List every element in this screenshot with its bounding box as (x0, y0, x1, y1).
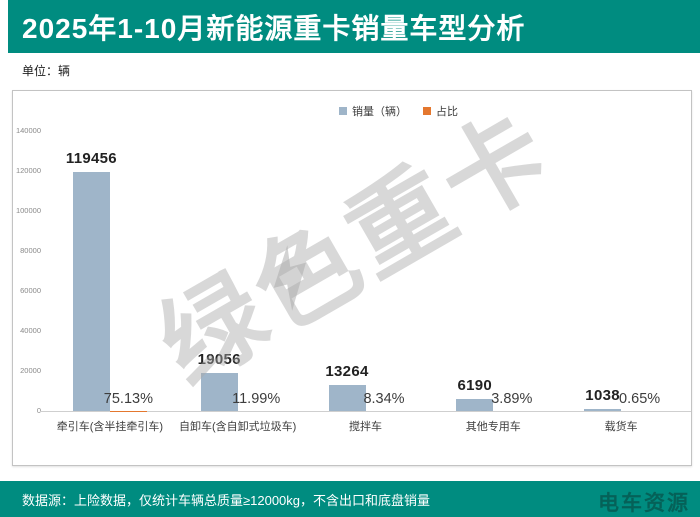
bar-value-label: 6190 (457, 376, 493, 394)
x-axis-line (40, 411, 691, 412)
legend-item: 占比 (423, 103, 458, 119)
category-label: 牵引车(含半挂牵引车) (56, 421, 164, 433)
y-axis-tick-label: 40000 (20, 326, 41, 335)
bar-value-label: 13264 (325, 362, 369, 380)
legend-swatch (423, 107, 431, 115)
unit-label: 单位：辆 (22, 64, 71, 78)
bar-percent-label: 8.34% (363, 391, 405, 407)
sales-bar (328, 384, 366, 411)
y-axis-tick-label: 0 (36, 406, 41, 415)
sales-bar (456, 398, 494, 411)
bar-value-label: 1038 (585, 386, 620, 404)
y-axis-tick-label: 20000 (20, 366, 41, 375)
sales-bar (584, 408, 622, 411)
bar-value-label: 119456 (65, 150, 117, 168)
category-label: 自卸车(含自卸式垃圾车) (179, 421, 297, 433)
sales-bar (72, 172, 110, 411)
y-axis-tick-label: 100000 (15, 206, 41, 215)
legend-item: 销量（辆） (339, 103, 407, 119)
page-title: 2025年1-10月新能源重卡销量车型分析 (22, 12, 526, 44)
bar-percent-label: 3.89% (491, 391, 533, 407)
legend-label: 销量（辆） (352, 106, 407, 118)
bar-percent-label: 0.65% (619, 391, 661, 407)
bar-value-label: 19056 (197, 350, 241, 368)
category-label: 载货车 (604, 421, 638, 433)
footer-bar: 数据源：上险数据，仅统计车辆总质量≥12000kg，不含出口和底盘销量 电车资源 (0, 481, 700, 517)
legend-swatch (339, 107, 347, 115)
header-bar: 2025年1-10月新能源重卡销量车型分析 (8, 0, 700, 53)
category-label: 其他专用车 (465, 421, 521, 433)
source-note: 数据源：上险数据，仅统计车辆总质量≥12000kg，不含出口和底盘销量 (22, 492, 431, 508)
category-label: 搅拌车 (349, 421, 382, 433)
bar-percent-label: 75.13% (103, 391, 153, 407)
bar-percent-label: 11.99% (232, 391, 281, 407)
y-axis-tick-label: 60000 (20, 286, 41, 295)
plot-area: 0 20000 40000 60000 80000 100000 120000 140000 1… (13, 91, 691, 465)
chart-legend: 销量（辆） 占比 (339, 103, 458, 119)
y-axis-tick-label: 120000 (15, 166, 41, 175)
footer-logo-watermark: 电车资源 (598, 492, 690, 515)
legend-label: 占比 (436, 106, 458, 118)
y-axis-tick-label: 140000 (15, 126, 41, 135)
sales-bar (200, 372, 238, 411)
chart-panel: 销量（辆） 占比 0 20000 40000 60000 80000 100000 12000… (12, 90, 692, 466)
y-axis-tick-label: 80000 (20, 246, 41, 255)
